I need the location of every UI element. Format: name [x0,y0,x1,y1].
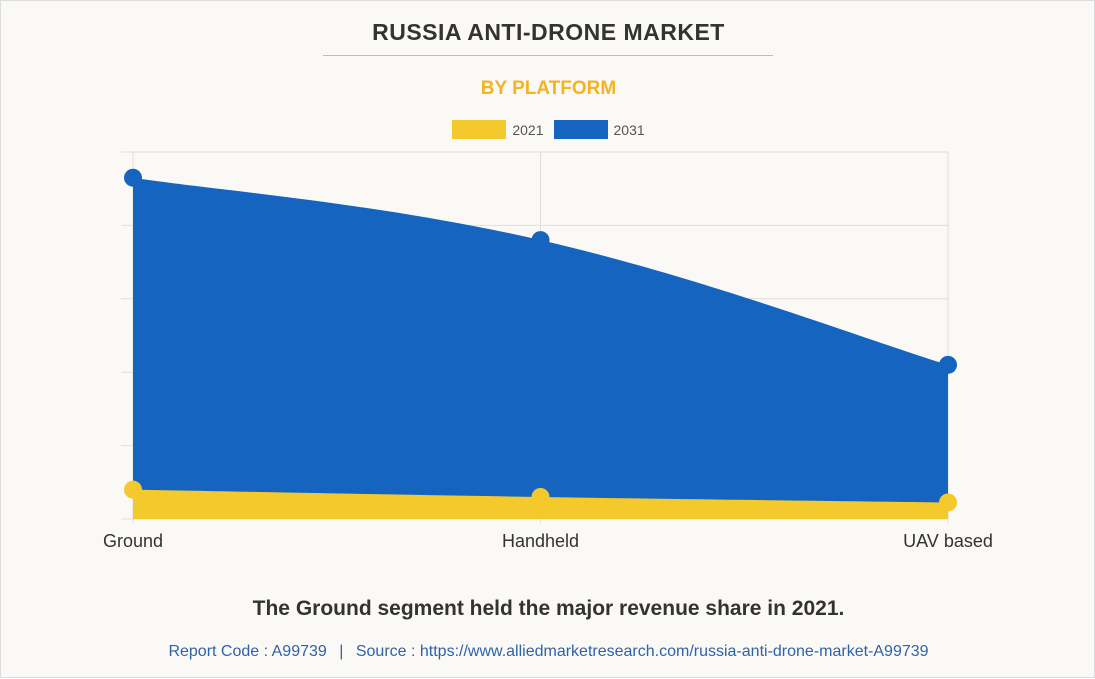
chart-subtitle: BY PLATFORM [480,78,617,99]
legend-label-2021: 2021 [512,121,544,138]
area-series-2031 [133,177,948,519]
data-point-2031-2 [939,355,957,374]
chart-note: The Ground segment held the major revenu… [252,597,845,620]
legend: 2021 2031 [1,120,1095,139]
x-tick-label-1: Handheld [502,531,579,551]
x-tick-label-2: UAV based [903,531,993,551]
data-point-2021-0 [124,480,142,499]
legend-item-2031[interactable]: 2031 [553,120,645,139]
legend-swatch-2021 [452,120,507,139]
data-point-2021-1 [531,487,550,506]
data-point-2021-2 [939,493,957,512]
legend-label-2031: 2031 [613,121,645,138]
legend-item-2021[interactable]: 2021 [452,120,544,139]
x-tick-label-0: Ground [103,531,163,551]
report-code: Report Code : A99739 [168,643,327,660]
data-point-2031-0 [124,168,142,187]
chart-title: RUSSIA ANTI-DRONE MARKET [372,19,725,45]
title-divider [323,55,773,56]
footer: Report Code : A99739 | Source : https://… [1,643,1095,661]
footer-separator: | [339,643,344,660]
legend-swatch-2031 [553,120,608,139]
source-link[interactable]: Source : https://www.alliedmarketresearc… [355,643,929,660]
data-point-2031-1 [531,231,550,250]
